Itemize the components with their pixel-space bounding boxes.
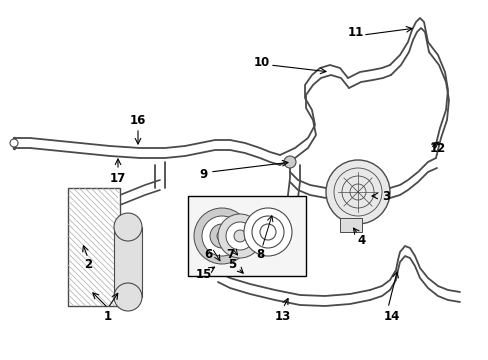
Text: 6: 6: [203, 248, 212, 261]
Circle shape: [202, 216, 242, 256]
Text: 13: 13: [274, 310, 290, 323]
Bar: [339, 218, 361, 232]
Text: 9: 9: [199, 168, 207, 181]
Circle shape: [210, 258, 224, 272]
Text: 14: 14: [383, 310, 399, 323]
Text: 11: 11: [347, 26, 364, 39]
Circle shape: [114, 283, 142, 311]
Circle shape: [114, 213, 142, 241]
Circle shape: [244, 208, 291, 256]
Circle shape: [218, 214, 262, 258]
Text: 7: 7: [225, 248, 234, 261]
Text: 1: 1: [104, 310, 112, 323]
Circle shape: [260, 224, 275, 240]
Bar: [114, 227, 142, 297]
Text: 16: 16: [129, 113, 146, 126]
Text: 2: 2: [84, 257, 92, 270]
Circle shape: [209, 224, 234, 248]
Circle shape: [234, 230, 245, 242]
Bar: [68, 188, 120, 306]
Circle shape: [10, 139, 18, 147]
Bar: [187, 196, 305, 276]
Text: 15: 15: [195, 267, 212, 280]
Text: 8: 8: [255, 248, 264, 261]
Text: 3: 3: [381, 189, 389, 202]
Circle shape: [225, 222, 253, 250]
Text: 10: 10: [253, 55, 269, 68]
Circle shape: [217, 231, 226, 241]
Text: 5: 5: [227, 257, 236, 270]
Circle shape: [251, 216, 284, 248]
Circle shape: [194, 208, 249, 264]
Circle shape: [325, 160, 389, 224]
Text: 4: 4: [357, 234, 366, 247]
Circle shape: [284, 156, 295, 168]
Text: 12: 12: [429, 141, 445, 154]
Text: 17: 17: [110, 171, 126, 184]
